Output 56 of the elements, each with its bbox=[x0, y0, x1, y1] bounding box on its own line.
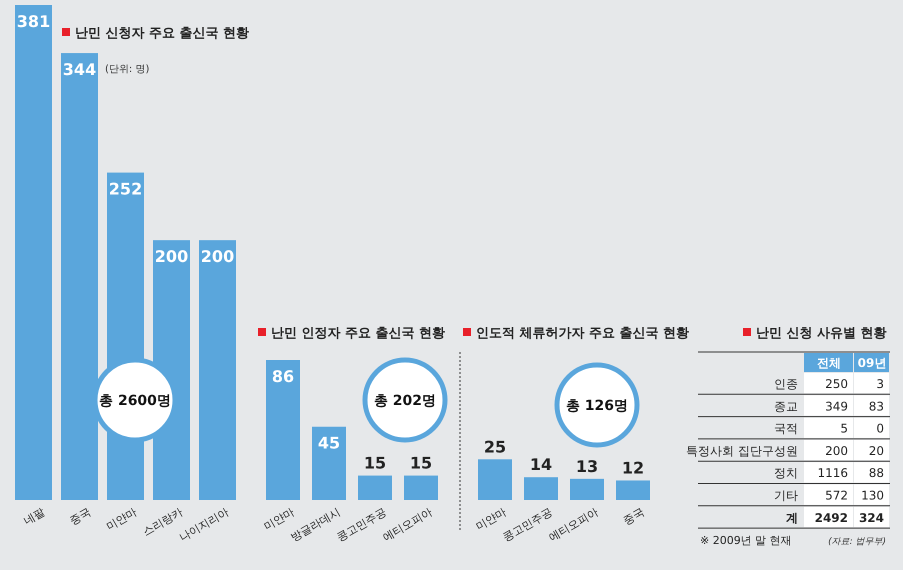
y-tick-label: 국적 bbox=[774, 422, 798, 436]
annotation: 총 2600명 bbox=[99, 393, 171, 409]
y-tick-label: 인종 bbox=[774, 377, 798, 391]
data-label: 130 bbox=[861, 488, 884, 502]
data-label: 15 bbox=[364, 454, 386, 473]
bar bbox=[61, 53, 98, 500]
x-tick-label: 네팔 bbox=[21, 505, 47, 528]
data-label: 2492 bbox=[814, 510, 848, 525]
data-label: 1116 bbox=[817, 466, 848, 480]
data-label: 88 bbox=[868, 466, 884, 480]
bar bbox=[199, 240, 236, 500]
data-label: 13 bbox=[576, 456, 598, 476]
data-label: 324 bbox=[858, 510, 884, 525]
data-label: 572 bbox=[825, 488, 848, 502]
data-label: 15 bbox=[410, 454, 432, 473]
data-label: 3 bbox=[876, 377, 884, 391]
bar bbox=[570, 478, 604, 500]
data-label: 25 bbox=[484, 437, 506, 456]
y-tick-label: 기타 bbox=[774, 488, 798, 502]
annotation: (단위: 명) bbox=[105, 64, 150, 75]
data-label: 250 bbox=[825, 377, 848, 391]
text: 난민 신청자 주요 출신국 현황 bbox=[75, 26, 250, 41]
bar bbox=[524, 477, 558, 500]
x-tick-label: 전체 bbox=[817, 356, 841, 370]
bar bbox=[478, 459, 512, 500]
chart-title: 인도적 체류허가자 주요 출신국 현황 bbox=[476, 326, 690, 341]
y-tick-label: 종교 bbox=[774, 399, 798, 414]
data-label: 0 bbox=[876, 422, 884, 436]
data-label: 20 bbox=[868, 444, 884, 458]
data-label: 200 bbox=[200, 247, 234, 266]
data-label: 252 bbox=[108, 180, 142, 199]
data-label: 83 bbox=[868, 399, 884, 414]
bar bbox=[15, 5, 52, 500]
y-tick-label: 정치 bbox=[774, 466, 798, 480]
data-label: 200 bbox=[825, 444, 848, 458]
x-tick-label: 중국 bbox=[620, 505, 646, 528]
data-label: 5 bbox=[840, 422, 848, 436]
data-label: 349 bbox=[825, 399, 848, 414]
chart-title: 난민 인정자 주요 출신국 현황 bbox=[271, 326, 446, 341]
chart-title: 난민 신청 사유별 현황 bbox=[756, 326, 887, 341]
data-label: 14 bbox=[530, 455, 552, 474]
x-tick-label: 중국 bbox=[67, 505, 93, 528]
text: ※ 2009년 말 현재 bbox=[700, 534, 792, 548]
data-label: 86 bbox=[272, 367, 294, 386]
data-label: 45 bbox=[318, 434, 340, 453]
data-label: 12 bbox=[622, 458, 644, 478]
y-tick-label: 계 bbox=[786, 510, 798, 525]
bar bbox=[616, 480, 650, 500]
y-tick-label: 특정사회 집단구성원 bbox=[686, 444, 798, 458]
x-tick-label: 09년 bbox=[858, 356, 886, 370]
annotation: 총 202명 bbox=[374, 393, 436, 409]
data-label: 344 bbox=[62, 60, 96, 80]
text: 총 126명 bbox=[566, 398, 628, 414]
data-label: 200 bbox=[154, 247, 188, 266]
text: (자료: 법무부) bbox=[828, 537, 886, 548]
data-label: 381 bbox=[16, 12, 50, 31]
